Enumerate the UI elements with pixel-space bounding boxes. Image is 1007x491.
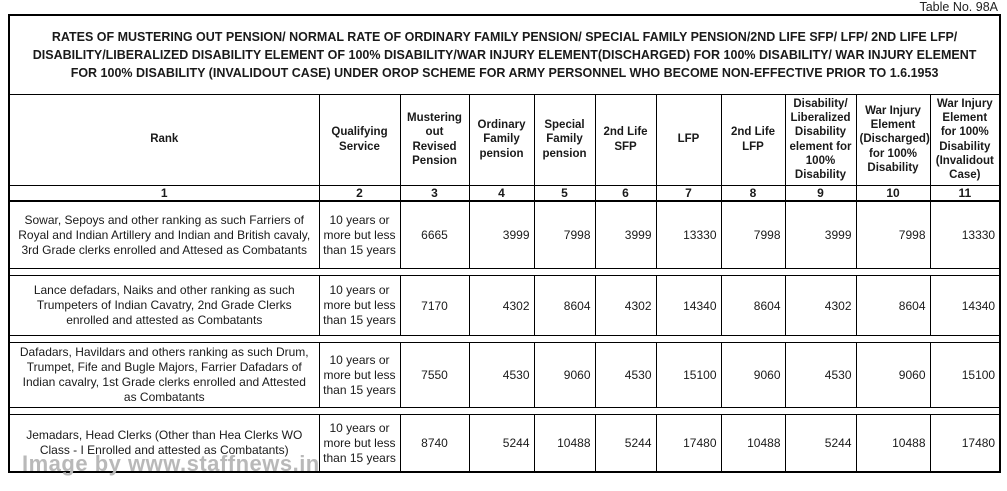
separator-row [9, 335, 1001, 344]
header-row: Rank Qualifying Service Mustering out Re… [8, 93, 1001, 186]
table-row: Sowar, Sepoys and other ranking as such … [8, 200, 1001, 270]
header-disability-element: Disability/ Liberalized Disability eleme… [784, 93, 857, 186]
2nd-life-sfp-cell: 4530 [594, 342, 657, 409]
column-number-row: 1 2 3 4 5 6 7 8 9 10 11 [8, 184, 1001, 202]
header-war-injury-discharged: War Injury Element (Discharged) for 100%… [855, 93, 931, 186]
qualifying-service-cell: 10 years or more but less than 15 years [318, 275, 401, 337]
rank-cell: Lance defadars, Naiks and other ranking … [8, 275, 320, 337]
header-special-family-pension: Special Family pension [533, 93, 596, 186]
table-number-label: Table No. 98A [919, 0, 998, 14]
rank-cell: Jemadars, Head Clerks (Other than Hea Cl… [8, 414, 320, 473]
war-injury-discharged-cell: 8604 [855, 275, 931, 337]
special-family-pension-cell: 8604 [533, 275, 596, 337]
2nd-life-lfp-cell: 9060 [720, 342, 786, 409]
column-number: 6 [594, 184, 657, 202]
ordinary-family-pension-cell: 3999 [468, 200, 535, 270]
2nd-life-sfp-cell: 4302 [594, 275, 657, 337]
ordinary-family-pension-cell: 5244 [468, 414, 535, 473]
2nd-life-lfp-cell: 8604 [720, 275, 786, 337]
table-row: Lance defadars, Naiks and other ranking … [8, 275, 1001, 337]
special-family-pension-cell: 10488 [533, 414, 596, 473]
column-number: 2 [318, 184, 401, 202]
disability-element-cell: 5244 [784, 414, 857, 473]
separator-row [9, 407, 1001, 416]
war-injury-discharged-cell: 9060 [855, 342, 931, 409]
table-row: Jemadars, Head Clerks (Other than Hea Cl… [8, 414, 1001, 473]
qualifying-service-cell: 10 years or more but less than 15 years [318, 200, 401, 270]
disability-element-cell: 3999 [784, 200, 857, 270]
disability-element-cell: 4302 [784, 275, 857, 337]
war-injury-invalidout-cell: 15100 [929, 342, 1001, 409]
war-injury-invalidout-cell: 13330 [929, 200, 1001, 270]
lfp-cell: 13330 [655, 200, 722, 270]
mustering-out-pension-cell: 7550 [399, 342, 470, 409]
lfp-cell: 17480 [655, 414, 722, 473]
header-lfp: LFP [655, 93, 722, 186]
special-family-pension-cell: 7998 [533, 200, 596, 270]
disability-element-cell: 4530 [784, 342, 857, 409]
pension-rates-table: RATES OF MUSTERING OUT PENSION/ NORMAL R… [8, 14, 1002, 473]
header-war-injury-invalidout: War Injury Element for 100% Disability (… [929, 93, 1001, 186]
war-injury-invalidout-cell: 14340 [929, 275, 1001, 337]
lfp-cell: 15100 [655, 342, 722, 409]
title-row: RATES OF MUSTERING OUT PENSION/ NORMAL R… [8, 14, 1001, 95]
table-title: RATES OF MUSTERING OUT PENSION/ NORMAL R… [8, 14, 1001, 95]
mustering-out-pension-cell: 7170 [399, 275, 470, 337]
header-mustering-out-pension: Mustering out Revised Pension [399, 93, 470, 186]
column-number: 11 [929, 184, 1001, 202]
column-number: 10 [855, 184, 931, 202]
separator-cell [9, 335, 1001, 344]
column-number: 4 [468, 184, 535, 202]
qualifying-service-cell: 10 years or more but less than 15 years [318, 342, 401, 409]
header-qualifying-service: Qualifying Service [318, 93, 401, 186]
2nd-life-sfp-cell: 5244 [594, 414, 657, 473]
column-number: 7 [655, 184, 722, 202]
mustering-out-pension-cell: 8740 [399, 414, 470, 473]
watermark-text: Image by www.staffnews.in [22, 451, 320, 476]
separator-cell [9, 407, 1001, 416]
header-ordinary-family-pension: Ordinary Family pension [468, 93, 535, 186]
column-number: 8 [720, 184, 786, 202]
separator-cell [9, 268, 1001, 277]
war-injury-discharged-cell: 10488 [855, 414, 931, 473]
lfp-cell: 14340 [655, 275, 722, 337]
rank-cell: Dafadars, Havildars and others ranking a… [8, 342, 320, 409]
mustering-out-pension-cell: 6665 [399, 200, 470, 270]
rank-cell: Sowar, Sepoys and other ranking as such … [8, 200, 320, 270]
column-number: 5 [533, 184, 596, 202]
ordinary-family-pension-cell: 4530 [468, 342, 535, 409]
header-2nd-life-lfp: 2nd Life LFP [720, 93, 786, 186]
war-injury-invalidout-cell: 17480 [929, 414, 1001, 473]
column-number: 9 [784, 184, 857, 202]
column-number: 3 [399, 184, 470, 202]
2nd-life-sfp-cell: 3999 [594, 200, 657, 270]
separator-row [9, 268, 1001, 277]
header-rank: Rank [8, 93, 320, 186]
special-family-pension-cell: 9060 [533, 342, 596, 409]
2nd-life-lfp-cell: 10488 [720, 414, 786, 473]
header-2nd-life-sfp: 2nd Life SFP [594, 93, 657, 186]
2nd-life-lfp-cell: 7998 [720, 200, 786, 270]
war-injury-discharged-cell: 7998 [855, 200, 931, 270]
table-row: Dafadars, Havildars and others ranking a… [8, 342, 1001, 409]
ordinary-family-pension-cell: 4302 [468, 275, 535, 337]
column-number: 1 [8, 184, 320, 202]
qualifying-service-cell: 10 years or more but less than 15 years [318, 414, 401, 473]
